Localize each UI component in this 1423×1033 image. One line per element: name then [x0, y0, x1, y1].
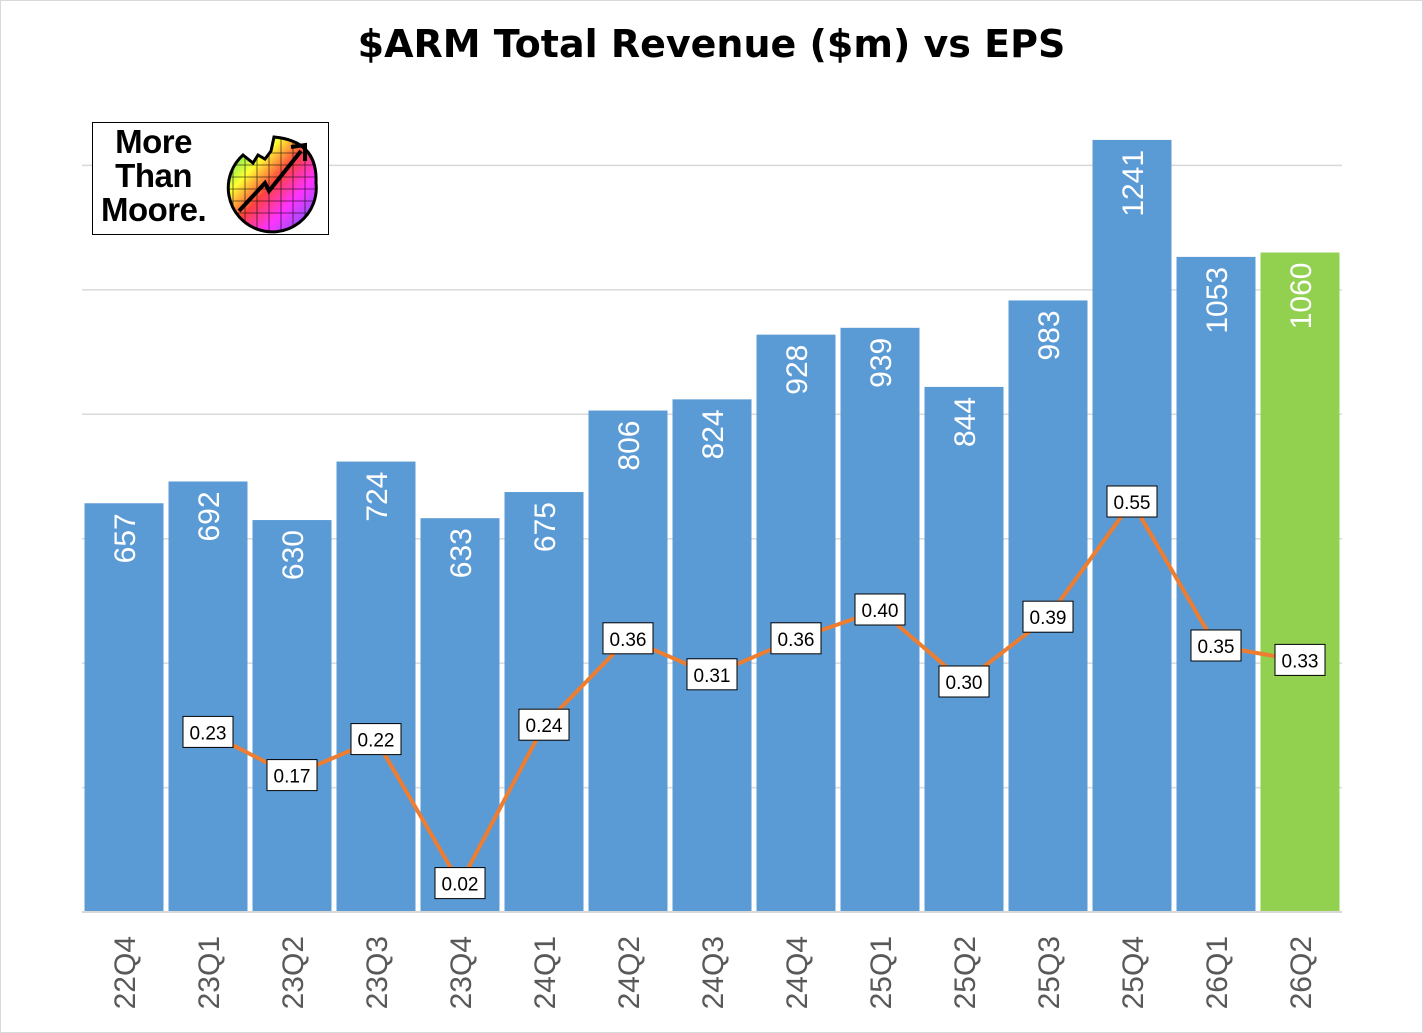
eps-data-label: 0.39 — [1030, 608, 1067, 629]
bar — [84, 503, 164, 912]
x-tick-label: 23Q2 — [277, 936, 310, 1009]
x-tick-label: 24Q2 — [613, 936, 646, 1009]
x-tick-label: 23Q1 — [193, 936, 226, 1009]
bar-value-label: 983 — [1033, 310, 1066, 360]
x-tick-label: 26Q1 — [1201, 936, 1234, 1009]
eps-label-box — [1106, 485, 1158, 518]
eps-data-label: 0.36 — [778, 630, 815, 651]
bar — [252, 520, 332, 912]
eps-label-box — [1022, 600, 1074, 633]
eps-data-label: 0.24 — [526, 716, 563, 737]
eps-data-label: 0.31 — [694, 666, 731, 687]
logo-chart-icon — [226, 135, 318, 234]
x-tick-label: 26Q2 — [1285, 936, 1318, 1009]
eps-label-box — [770, 622, 822, 655]
x-tick-label: 23Q4 — [445, 936, 478, 1009]
x-tick-label: 24Q3 — [697, 936, 730, 1009]
bar — [336, 461, 416, 912]
eps-label-box — [434, 867, 486, 900]
logo-line: Than — [115, 157, 192, 194]
eps-data-label: 0.33 — [1282, 651, 1319, 672]
bar-value-label: 1060 — [1285, 263, 1318, 330]
bar-value-label: 824 — [697, 409, 730, 459]
bar — [1260, 252, 1340, 912]
bar — [1176, 256, 1256, 913]
x-tick-label: 24Q4 — [781, 936, 814, 1009]
eps-data-label: 0.17 — [274, 767, 311, 788]
bar-value-label: 1241 — [1117, 150, 1150, 217]
bar-value-label: 806 — [613, 421, 646, 471]
bar-value-label: 1053 — [1201, 267, 1234, 334]
bar-value-label: 630 — [277, 530, 310, 580]
x-tick-label: 25Q4 — [1117, 936, 1150, 1009]
bar-value-label: 633 — [445, 528, 478, 578]
eps-data-label: 0.02 — [442, 875, 479, 896]
bar-value-label: 928 — [781, 345, 814, 395]
eps-label-box — [938, 665, 990, 698]
bar — [588, 410, 668, 912]
eps-label-box — [686, 658, 738, 691]
eps-label-box — [1274, 643, 1326, 676]
eps-data-label: 0.40 — [862, 601, 899, 622]
eps-label-box — [182, 715, 234, 748]
x-tick-label: 24Q1 — [529, 936, 562, 1009]
eps-label-box — [518, 708, 570, 741]
eps-label-box — [350, 723, 402, 756]
x-tick-label: 22Q4 — [109, 936, 142, 1009]
x-tick-label: 25Q2 — [949, 936, 982, 1009]
eps-line — [207, 500, 1301, 886]
bar — [924, 386, 1004, 912]
logo-text: More Than Moore. — [101, 123, 207, 228]
bar-value-label: 724 — [361, 472, 394, 522]
eps-data-label: 0.55 — [1114, 493, 1151, 514]
eps-label-box — [266, 759, 318, 792]
bar — [672, 399, 752, 913]
bar — [168, 481, 248, 912]
logo-line: More — [115, 123, 192, 160]
bar-value-label: 657 — [109, 513, 142, 563]
bar-value-label: 939 — [865, 338, 898, 388]
more-than-moore-logo: More Than Moore. — [92, 122, 329, 235]
bar-value-label: 675 — [529, 502, 562, 552]
eps-data-label: 0.22 — [358, 731, 395, 752]
bar-value-label: 692 — [193, 491, 226, 541]
eps-label-box — [854, 593, 906, 626]
bar — [1092, 139, 1172, 912]
x-tick-label: 23Q3 — [361, 936, 394, 1009]
eps-data-label: 0.36 — [610, 630, 647, 651]
eps-label-box — [602, 622, 654, 655]
eps-data-label: 0.23 — [190, 723, 227, 744]
eps-data-label: 0.35 — [1198, 637, 1235, 658]
x-tick-label: 25Q3 — [1033, 936, 1066, 1009]
bar-value-label: 844 — [949, 397, 982, 447]
chart-title: $ARM Total Revenue ($m) vs EPS — [357, 22, 1066, 66]
bar — [504, 492, 584, 912]
bar — [420, 518, 500, 912]
eps-label-box — [1190, 629, 1242, 662]
eps-data-label: 0.30 — [946, 673, 983, 694]
x-tick-label: 25Q1 — [865, 936, 898, 1009]
logo-line: Moore. — [101, 191, 207, 228]
